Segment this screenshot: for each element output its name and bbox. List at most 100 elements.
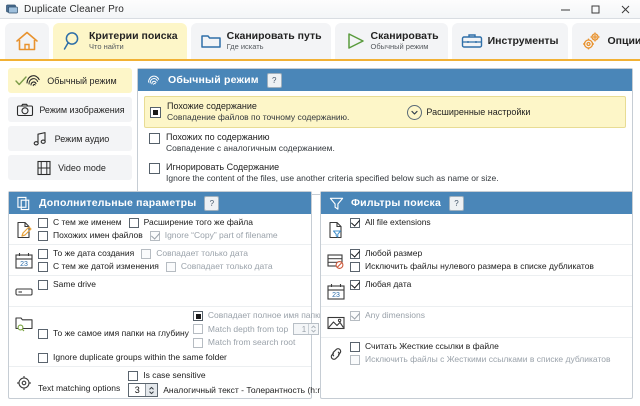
funnel-icon bbox=[329, 196, 344, 211]
radio-match-depth-from-top[interactable] bbox=[192, 324, 203, 334]
line-similar-names: Похожих имен файлов Ignore “Copy” part o… bbox=[38, 230, 306, 241]
checkbox-count-hardlinks[interactable] bbox=[350, 341, 360, 352]
checkbox-any-dimensions[interactable] bbox=[350, 310, 360, 321]
mode-list: Обычный режим Режим изображения bbox=[8, 68, 132, 184]
label-full-folder-name: Совпадает полное имя папки bbox=[207, 310, 324, 320]
label-text-matching-options: Text matching options bbox=[38, 382, 121, 393]
checkbox-case-sensitive[interactable] bbox=[128, 370, 139, 381]
file-filter-icon bbox=[325, 219, 347, 241]
row-body: То же самое имя папки на глубину Совпада… bbox=[38, 310, 324, 363]
checkbox-any-size[interactable] bbox=[350, 248, 360, 259]
fingerprint-icon bbox=[23, 71, 42, 90]
label-created-date-only: Совпадает только дата bbox=[156, 248, 248, 258]
checkbox-same-modified-date[interactable] bbox=[38, 261, 48, 272]
line-full-folder-name: Совпадает полное имя папки bbox=[192, 310, 324, 321]
tab-label: Сканировать bbox=[370, 30, 439, 42]
help-button[interactable]: ? bbox=[204, 195, 220, 211]
folder-icon bbox=[200, 30, 222, 52]
text-two-column: Text matching options Is case sensitive … bbox=[38, 370, 334, 397]
tab-search-criteria[interactable]: Критерии поиска Что найти bbox=[53, 23, 187, 59]
label-any-size: Любой размер bbox=[365, 248, 423, 258]
label-count-hardlinks: Считать Жесткие ссылки в файле bbox=[365, 341, 499, 351]
svg-text:23: 23 bbox=[20, 261, 28, 268]
radio-match-from-search-root[interactable] bbox=[192, 337, 203, 348]
label-ignore-copy: Ignore “Copy” part of filename bbox=[164, 230, 278, 240]
checkbox-same-name[interactable] bbox=[38, 217, 48, 228]
help-button[interactable]: ? bbox=[449, 195, 465, 211]
label-same-modified-date: С тем же датой изменения bbox=[53, 261, 159, 271]
spinner-arrows[interactable] bbox=[308, 324, 318, 334]
checkbox-ignore-dup-groups[interactable] bbox=[38, 352, 48, 363]
radio-ignore-content[interactable] bbox=[149, 163, 160, 174]
line-same-drive: Same drive bbox=[38, 279, 306, 290]
tab-label: Сканировать путь bbox=[226, 30, 322, 42]
checkbox-exclude-zero-size[interactable] bbox=[350, 261, 360, 272]
regular-mode-panel: Обычный режим ? Похожие содержание Совпа… bbox=[137, 68, 633, 195]
panel-title: Дополнительные параметры bbox=[39, 197, 197, 209]
tab-home[interactable] bbox=[5, 23, 49, 59]
row-body: С тем же именем Расширение того же файла… bbox=[38, 217, 306, 241]
checkbox-created-date-only[interactable] bbox=[141, 248, 152, 259]
checkbox-same-extension[interactable] bbox=[128, 217, 139, 228]
advanced-settings-link[interactable]: Расширенные настройки bbox=[407, 104, 530, 120]
row-body: Любой размер Исключить файлы нулевого ра… bbox=[350, 248, 627, 272]
label-any-date: Любая дата bbox=[365, 279, 412, 289]
line-tolerance: 3 Аналогичный текст - Толерантность (h:m… bbox=[128, 383, 334, 397]
radio-same-content[interactable] bbox=[150, 107, 161, 118]
line-match-from-search-root: Match from search root bbox=[192, 337, 324, 348]
tab-scan-path[interactable]: Сканировать путь Где искать bbox=[190, 23, 331, 59]
radio-similar-content[interactable] bbox=[149, 133, 160, 144]
radio-full-folder-name[interactable] bbox=[192, 310, 203, 321]
image-icon bbox=[325, 312, 347, 334]
row-body: Считать Жесткие ссылки в файле Исключить… bbox=[350, 341, 627, 365]
mode-item-regular[interactable]: Обычный режим bbox=[8, 68, 132, 93]
mode-item-image[interactable]: Режим изображения bbox=[8, 97, 132, 122]
line-created-date: То же дата создания Совпадает только дат… bbox=[38, 248, 306, 259]
line-any-dimensions: Any dimensions bbox=[350, 310, 627, 321]
close-button[interactable] bbox=[610, 0, 640, 19]
magnifier-icon bbox=[62, 30, 84, 52]
line-same-name: С тем же именем Расширение того же файла bbox=[38, 217, 306, 228]
option-similar-content[interactable]: Похожих по содержанию Совпадение с анало… bbox=[144, 128, 626, 158]
home-icon bbox=[15, 29, 39, 53]
checkbox-same-created-date[interactable] bbox=[38, 248, 48, 259]
checkbox-exclude-hardlinks[interactable] bbox=[350, 354, 360, 365]
maximize-button[interactable] bbox=[580, 0, 610, 19]
mode-label: Режим аудио bbox=[54, 133, 110, 144]
help-button[interactable]: ? bbox=[266, 72, 282, 88]
checkbox-any-date[interactable] bbox=[350, 279, 360, 290]
label-modified-date-only: Совпадает только дата bbox=[180, 261, 273, 271]
tab-options[interactable]: Опции bbox=[571, 23, 640, 59]
checkbox-modified-date-only[interactable] bbox=[165, 261, 176, 272]
checkbox-same-folder-depth[interactable] bbox=[38, 328, 48, 339]
line-exclude-zero-size: Исключить файлы нулевого размера в списк… bbox=[350, 261, 627, 272]
folder-right-column: Совпадает полное имя папки Match depth f… bbox=[192, 310, 324, 348]
minimize-button[interactable] bbox=[550, 0, 580, 19]
option-same-content[interactable]: Похожие содержание Совпадение файлов по … bbox=[144, 96, 626, 128]
mode-item-audio[interactable]: Режим аудио bbox=[8, 126, 132, 151]
row-dimensions-filter: Any dimensions bbox=[321, 307, 632, 338]
checkbox-similar-names[interactable] bbox=[38, 230, 48, 241]
line-any-size: Любой размер bbox=[350, 248, 627, 259]
tab-scan[interactable]: Сканировать Обычный режим bbox=[334, 23, 448, 59]
checkbox-ignore-copy[interactable] bbox=[149, 230, 160, 241]
line-all-extensions: All file extensions bbox=[350, 217, 627, 228]
briefcase-icon bbox=[461, 30, 483, 52]
depth-spinner[interactable]: 1 bbox=[293, 323, 320, 335]
row-hardlinks-filter: Считать Жесткие ссылки в файле Исключить… bbox=[321, 338, 632, 368]
play-icon bbox=[344, 30, 366, 52]
tolerance-spinner[interactable]: 3 bbox=[128, 383, 159, 397]
svg-text:23: 23 bbox=[332, 292, 340, 299]
link-icon bbox=[325, 343, 347, 365]
fingerprint-icon bbox=[146, 73, 161, 88]
checkbox-all-extensions[interactable] bbox=[350, 217, 360, 228]
tab-tools[interactable]: Инструменты bbox=[451, 23, 568, 59]
option-texts: Похожие содержание Совпадение файлов по … bbox=[167, 101, 349, 123]
tab-sublabel: Что найти bbox=[89, 42, 124, 51]
row-body: Any dimensions bbox=[350, 310, 627, 321]
checkbox-same-drive[interactable] bbox=[38, 279, 48, 290]
app-icon bbox=[6, 3, 18, 15]
mode-item-video[interactable]: Video mode bbox=[8, 155, 132, 180]
spinner-arrows[interactable] bbox=[145, 384, 158, 396]
option-ignore-content[interactable]: Игнорировать Содержание Ignore the conte… bbox=[144, 158, 626, 188]
